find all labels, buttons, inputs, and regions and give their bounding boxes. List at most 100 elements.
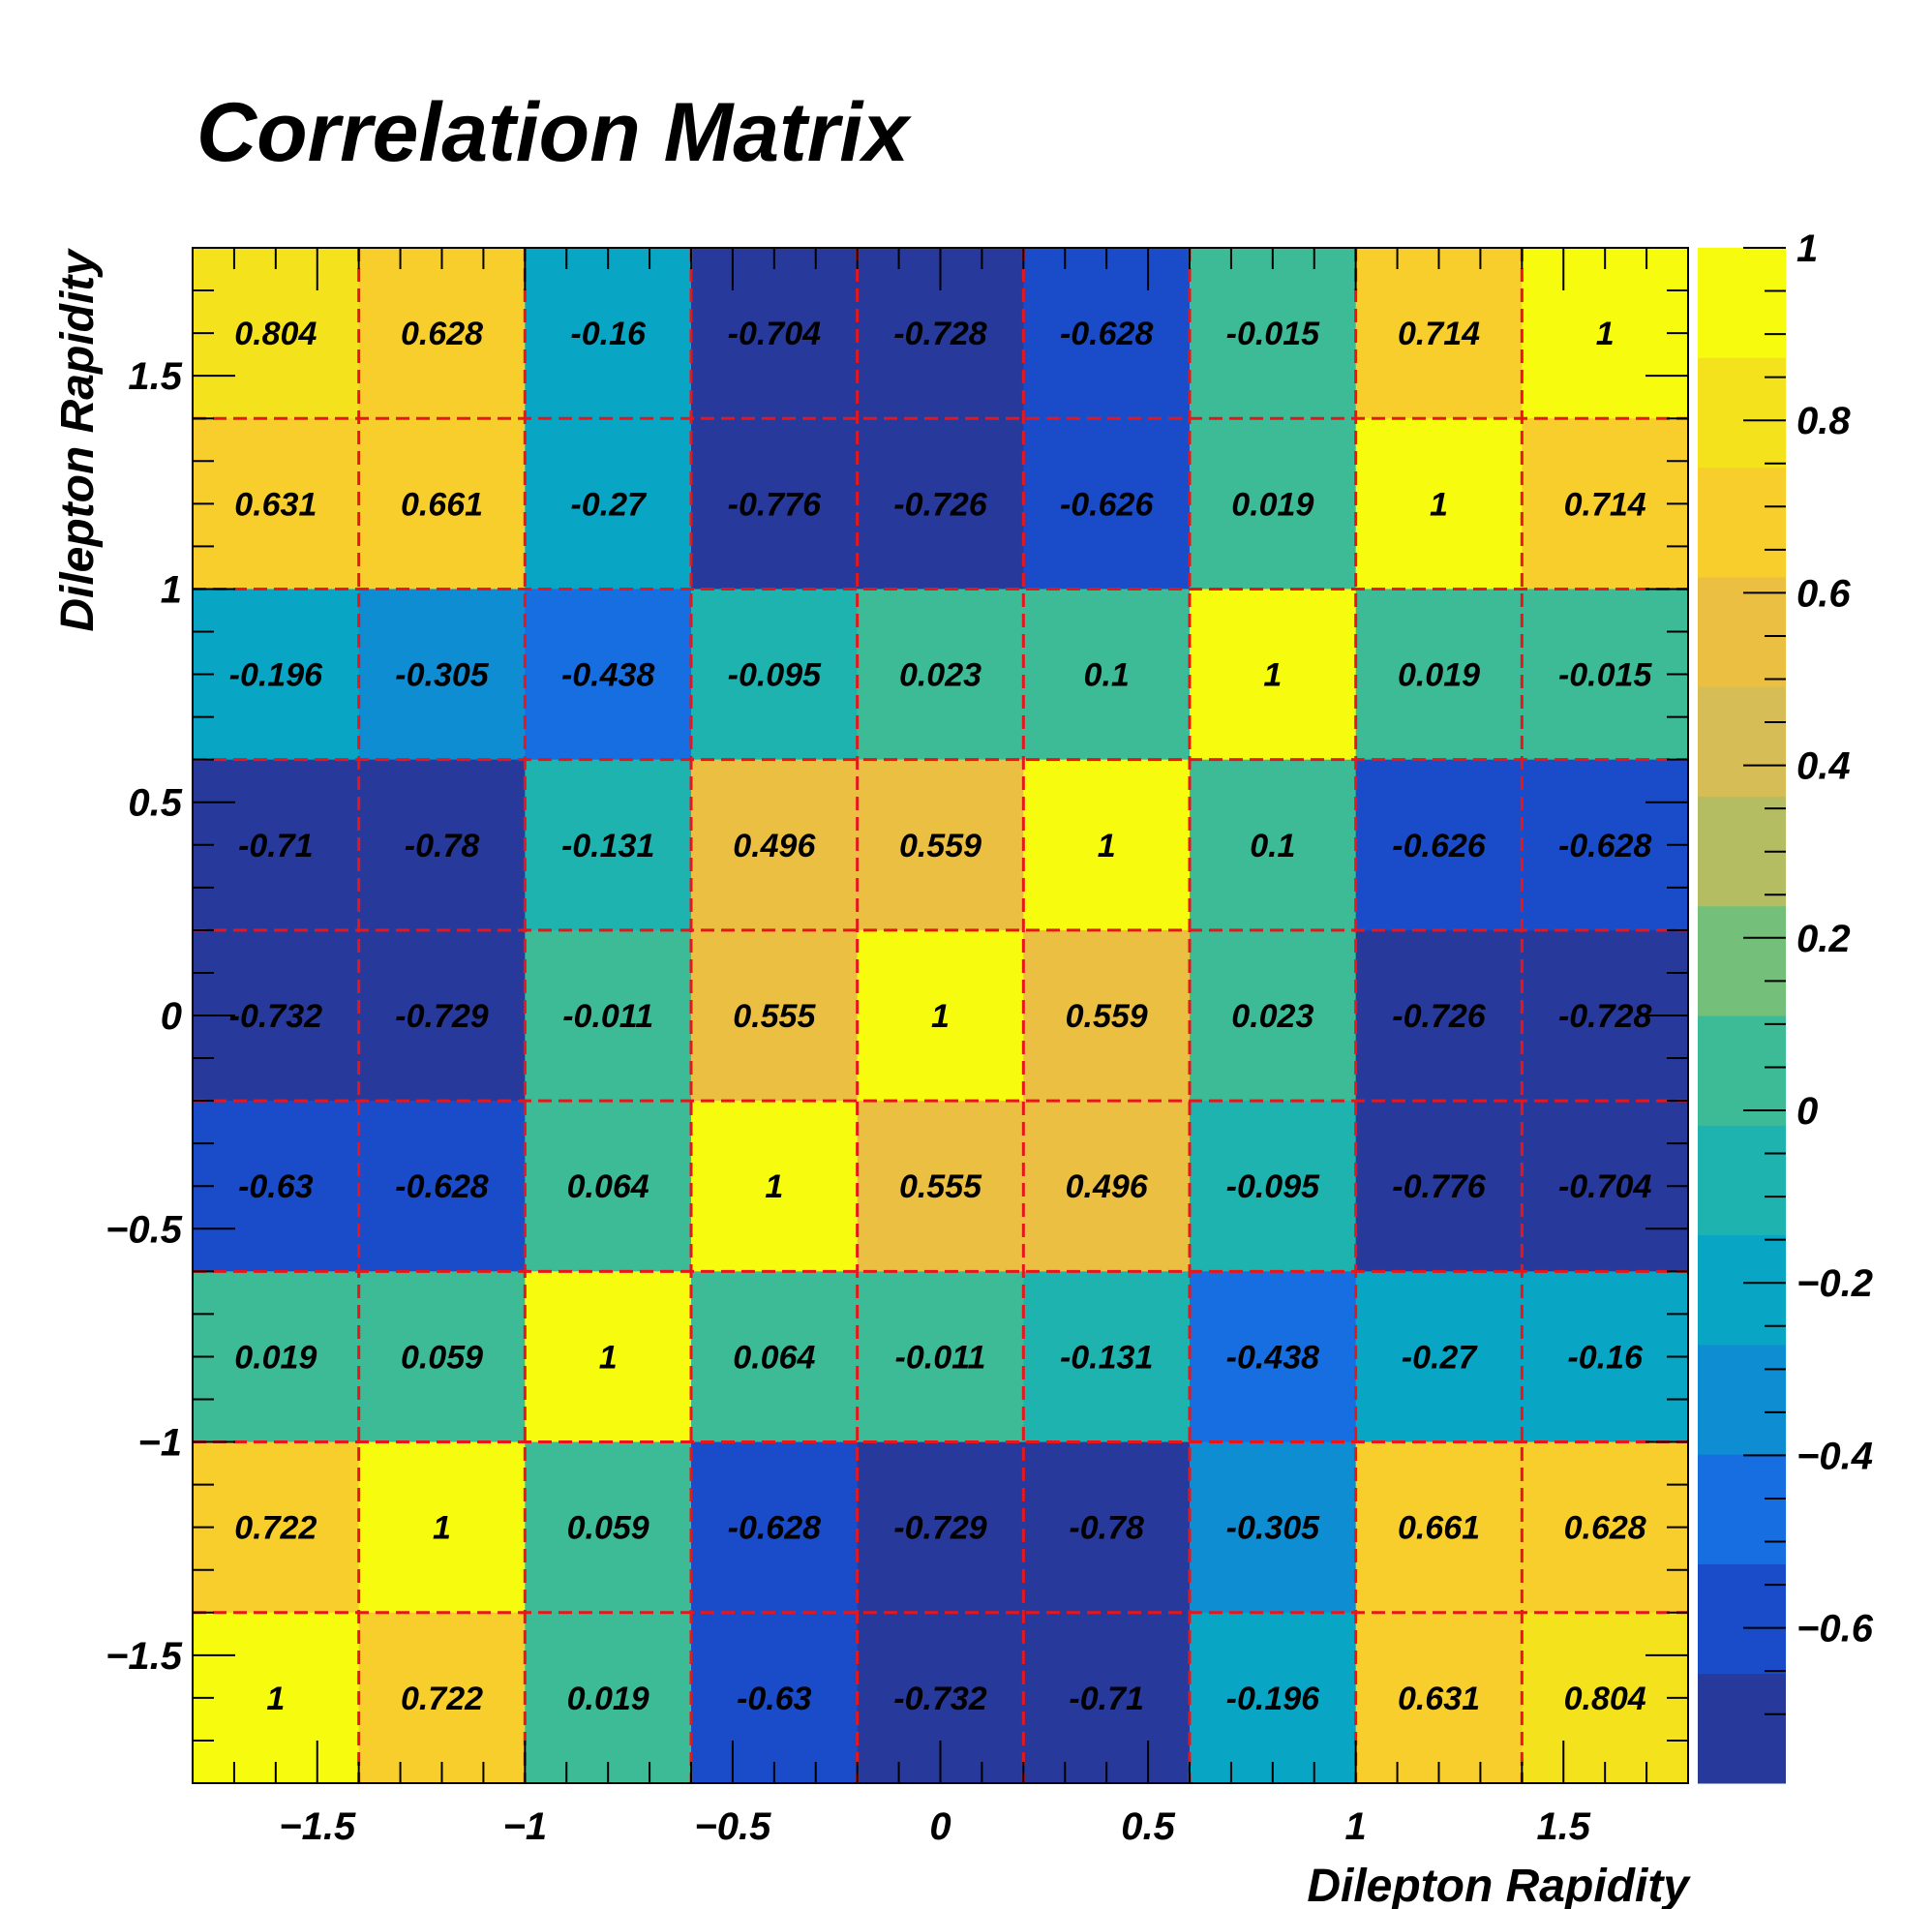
- cell-value-label: -0.726: [893, 486, 987, 523]
- colorbar-tick-label: 0.8: [1796, 400, 1851, 442]
- cell-value-label: -0.131: [1060, 1339, 1153, 1376]
- heatmap-cell: [358, 1612, 526, 1784]
- cell-value-label: -0.628: [395, 1168, 488, 1205]
- heatmap-cell: [1522, 589, 1689, 761]
- cell-value-label: 0.661: [1398, 1510, 1480, 1547]
- cell-value-label: 1: [765, 1168, 783, 1205]
- cell-value-label: -0.438: [561, 657, 654, 694]
- cell-value-label: 0.064: [567, 1168, 649, 1205]
- cell-value-label: 0.019: [234, 1339, 317, 1376]
- cell-value-label: -0.196: [1226, 1681, 1320, 1717]
- heatmap-cell: [1522, 418, 1689, 590]
- colorbar-tick-label: 0.4: [1796, 745, 1851, 788]
- heatmap-cell: [1355, 248, 1523, 419]
- heatmap-cell: [1355, 1441, 1523, 1614]
- colorbar-segment: [1698, 357, 1786, 469]
- cell-value-label: -0.732: [893, 1681, 986, 1717]
- heatmap-cell: [857, 589, 1024, 761]
- heatmap-cell: [193, 1441, 360, 1614]
- colorbar-segment: [1698, 576, 1786, 687]
- cell-value-label: -0.728: [1558, 998, 1651, 1035]
- heatmap-cell: [358, 1271, 526, 1443]
- heatmap-cell: [857, 929, 1024, 1102]
- heatmap-cell: [358, 1101, 526, 1272]
- heatmap-cell: [525, 759, 692, 931]
- heatmap-cell: [691, 1271, 859, 1443]
- cell-value-label: -0.729: [395, 998, 488, 1035]
- cell-value-label: 0.496: [1066, 1168, 1149, 1205]
- heatmap-cell: [1355, 418, 1523, 590]
- heatmap-cell: [857, 1441, 1024, 1614]
- heatmap-cell: [1023, 248, 1191, 419]
- cell-value-label: 0.628: [1564, 1510, 1646, 1547]
- heatmap-cell: [358, 418, 526, 590]
- cell-value-label: -0.011: [562, 998, 653, 1035]
- heatmap-cell: [525, 1101, 692, 1272]
- cell-value-label: -0.16: [1567, 1339, 1644, 1376]
- y-tick-label: −1: [137, 1422, 182, 1465]
- cell-value-label: -0.729: [893, 1510, 986, 1547]
- heatmap-cell: [358, 1441, 526, 1614]
- heatmap-cell: [1355, 1271, 1523, 1443]
- y-tick-label: 1: [161, 568, 182, 611]
- heatmap-cell: [691, 1612, 859, 1784]
- heatmap-cell: [1190, 248, 1357, 419]
- cell-value-label: -0.015: [1558, 657, 1652, 694]
- cell-value-label: -0.015: [1226, 316, 1320, 352]
- x-tick-label: 1: [1345, 1805, 1367, 1848]
- heatmap-cell: [193, 1271, 360, 1443]
- cell-value-label: -0.78: [405, 828, 480, 864]
- chart-title: Correlation Matrix: [196, 86, 912, 179]
- colorbar-tick-label: 0: [1796, 1090, 1818, 1133]
- cell-value-label: 0.559: [1066, 998, 1148, 1035]
- heatmap-cell: [1190, 1612, 1357, 1784]
- heatmap-cell: [1522, 1612, 1689, 1784]
- heatmap-cell: [857, 759, 1024, 931]
- cell-value-label: -0.776: [728, 486, 822, 523]
- y-tick-label: 0.5: [128, 782, 182, 825]
- axis-ticks: [192, 247, 1689, 1784]
- cell-value-label: -0.011: [895, 1339, 986, 1376]
- y-tick-labels: −1.5 −1 −0.5 0 0.5 1 1.5: [106, 355, 183, 1678]
- cell-value-label: 0.023: [899, 657, 981, 694]
- heatmap-cell: [1355, 929, 1523, 1102]
- cell-value-label: 0.661: [401, 486, 483, 523]
- cell-value-label: 0.714: [1398, 316, 1480, 352]
- heatmap-cell: [1190, 759, 1357, 931]
- cell-value-label: -0.305: [1226, 1510, 1320, 1547]
- heatmap-cell: [193, 589, 360, 761]
- y-tick-label: −0.5: [106, 1208, 183, 1251]
- colorbar-segment: [1698, 1563, 1786, 1675]
- cell-value-label: -0.196: [229, 657, 323, 694]
- cell-value-label: -0.628: [728, 1510, 821, 1547]
- cell-value-label: 1: [599, 1339, 618, 1376]
- x-tick-label: −0.5: [694, 1805, 771, 1848]
- colorbar-segment: [1698, 248, 1786, 358]
- colorbar-tick-label: −0.4: [1796, 1435, 1873, 1477]
- x-tick-label: 0.5: [1121, 1805, 1175, 1848]
- heatmap-cell: [1023, 1101, 1191, 1272]
- x-axis-title: Dilepton Rapidity: [1307, 1861, 1691, 1909]
- heatmap-cell: [193, 248, 360, 419]
- heatmap-cell: [193, 1612, 360, 1784]
- cell-value-label: 0.714: [1564, 486, 1646, 523]
- colorbar-segment: [1698, 1125, 1786, 1236]
- heatmap-cell: [1190, 418, 1357, 590]
- heatmap-cell: [691, 418, 859, 590]
- cell-value-label: -0.63: [737, 1681, 812, 1717]
- heatmap-cell: [1023, 589, 1191, 761]
- x-tick-label: 1.5: [1536, 1805, 1590, 1848]
- cell-value-label: 0.496: [733, 828, 816, 864]
- colorbar-segment: [1698, 1344, 1786, 1455]
- cell-value-label: -0.131: [561, 828, 654, 864]
- heatmap-cell: [525, 929, 692, 1102]
- cell-value-label: 1: [1430, 486, 1448, 523]
- heatmap-cell: [1522, 1101, 1689, 1272]
- cell-value-label: 0.628: [401, 316, 483, 352]
- heatmap-cell: [1522, 1271, 1689, 1443]
- cell-value-label: 0.559: [899, 828, 981, 864]
- heatmap-cell: [1522, 248, 1689, 419]
- heatmap-cell: [691, 759, 859, 931]
- heatmap-cell: [1190, 1441, 1357, 1614]
- cell-value-label: 0.555: [899, 1168, 982, 1205]
